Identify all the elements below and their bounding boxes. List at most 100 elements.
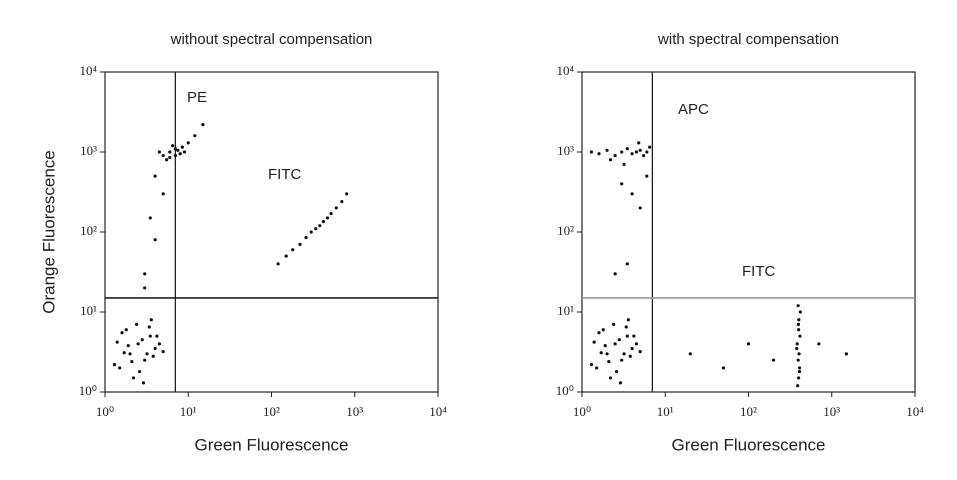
point <box>622 162 626 166</box>
point <box>143 286 147 290</box>
point <box>122 351 126 355</box>
point <box>291 248 295 252</box>
point <box>180 145 184 149</box>
point <box>201 123 205 127</box>
point <box>176 148 180 152</box>
chart-title: without spectral compensation <box>170 31 373 48</box>
plot-frame <box>104 71 439 393</box>
point <box>648 145 652 149</box>
y-tick-label: 10⁴ <box>79 63 97 78</box>
point <box>171 144 175 148</box>
y-tick-label: 10⁰ <box>556 383 574 398</box>
point <box>628 354 632 358</box>
x-tick-label: 10⁴ <box>906 404 924 419</box>
y-tick-label: 10⁴ <box>556 63 574 78</box>
x-tick-label: 10² <box>740 404 757 419</box>
point <box>165 158 169 162</box>
x-tick-label: 10⁴ <box>429 404 447 419</box>
point <box>603 344 607 348</box>
point <box>620 182 624 186</box>
point <box>746 342 751 346</box>
annotation: FITC <box>268 166 301 183</box>
point <box>796 358 800 362</box>
point <box>612 322 616 326</box>
point <box>797 376 801 380</box>
point <box>795 342 799 346</box>
point <box>625 262 629 266</box>
point <box>630 346 634 351</box>
point <box>120 331 124 335</box>
point <box>771 358 776 362</box>
x-tick-label: 10² <box>263 404 280 419</box>
point <box>597 331 601 335</box>
point <box>645 150 649 154</box>
point <box>634 342 638 346</box>
point <box>173 154 177 158</box>
point <box>340 199 344 204</box>
point <box>321 219 325 224</box>
point <box>634 150 638 154</box>
annotation: FITC <box>742 263 775 280</box>
point <box>795 346 799 351</box>
point <box>605 352 609 356</box>
point <box>130 359 134 364</box>
point <box>625 147 629 151</box>
point <box>309 230 313 234</box>
point <box>168 150 172 154</box>
x-tick-label: 10³ <box>346 404 363 419</box>
point <box>161 192 165 196</box>
point <box>601 328 605 332</box>
point <box>617 338 621 342</box>
point <box>797 318 801 322</box>
y-tick-label: 10⁰ <box>79 383 97 398</box>
point <box>798 310 802 314</box>
point <box>614 369 619 374</box>
point <box>622 352 626 356</box>
point <box>112 363 117 367</box>
point <box>592 340 596 344</box>
point <box>155 334 159 338</box>
point <box>118 366 122 370</box>
point <box>128 352 132 356</box>
point <box>186 141 190 145</box>
point <box>797 352 801 356</box>
x-tick-label: 10¹ <box>657 404 674 419</box>
point <box>131 376 136 380</box>
point <box>325 216 330 220</box>
annotation: APC <box>678 101 709 118</box>
point <box>637 141 641 145</box>
x-tick-label: 10³ <box>823 404 840 419</box>
point <box>797 366 802 370</box>
y-tick-label: 10³ <box>80 143 97 158</box>
point <box>135 322 139 326</box>
point <box>608 376 613 380</box>
y-tick-label: 10¹ <box>80 303 97 318</box>
point <box>605 148 609 152</box>
point <box>161 154 165 158</box>
point <box>173 147 177 151</box>
point <box>143 358 147 362</box>
point <box>642 154 646 158</box>
point <box>182 150 187 154</box>
point <box>137 369 142 374</box>
point <box>638 206 642 210</box>
y-tick-label: 10² <box>80 223 97 238</box>
y-tick-label: 10³ <box>557 143 574 158</box>
point <box>589 150 594 154</box>
point <box>168 156 172 160</box>
point <box>638 148 642 152</box>
point <box>148 216 152 220</box>
point <box>153 346 157 351</box>
point <box>688 352 692 356</box>
point <box>638 349 642 354</box>
point <box>178 152 182 156</box>
point <box>126 344 130 348</box>
x-axis-label: Green Fluorescence <box>671 435 825 454</box>
x-axis-label: Green Fluorescence <box>194 435 348 454</box>
point <box>797 369 802 374</box>
point <box>148 334 152 338</box>
point <box>613 272 617 276</box>
x-tick-label: 10⁰ <box>96 404 114 419</box>
point <box>115 340 119 344</box>
point <box>140 338 144 342</box>
